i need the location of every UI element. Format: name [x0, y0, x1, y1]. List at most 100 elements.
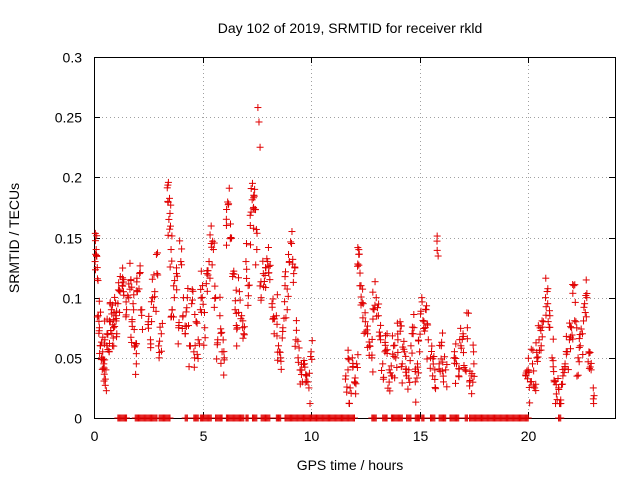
data-point — [402, 365, 410, 373]
data-point — [384, 384, 392, 392]
data-point — [532, 339, 540, 347]
data-point — [220, 348, 228, 356]
data-point — [527, 345, 535, 353]
data-point — [276, 348, 284, 356]
data-point — [562, 332, 570, 340]
data-point — [357, 282, 365, 290]
data-point — [96, 349, 104, 357]
data-point — [164, 231, 172, 239]
data-point — [272, 312, 280, 320]
data-point — [388, 332, 396, 340]
data-point — [412, 398, 420, 406]
data-point — [538, 317, 546, 325]
data-point — [429, 360, 437, 368]
data-point — [452, 379, 460, 387]
data-point — [167, 222, 175, 230]
data-point — [112, 317, 120, 325]
data-point — [273, 291, 281, 299]
data-point — [240, 330, 248, 338]
data-point — [244, 292, 252, 300]
data-point — [410, 324, 418, 332]
data-point — [468, 390, 476, 398]
data-point — [300, 356, 308, 364]
data-point — [589, 384, 597, 392]
data-point — [358, 299, 366, 307]
data-point — [178, 245, 186, 253]
data-point — [237, 315, 245, 323]
data-point — [136, 262, 144, 270]
data-point — [248, 179, 256, 187]
data-point — [233, 342, 241, 350]
data-point — [119, 264, 127, 272]
data-point — [220, 356, 228, 364]
data-point — [302, 371, 310, 379]
data-point — [431, 375, 439, 383]
data-point — [433, 232, 441, 240]
data-point — [166, 225, 174, 233]
data-point — [194, 336, 202, 344]
data-point — [554, 375, 562, 383]
data-point — [206, 274, 214, 282]
data-point — [168, 306, 176, 314]
data-point — [277, 357, 285, 365]
data-point — [438, 338, 446, 346]
data-point — [157, 330, 165, 338]
data-point — [347, 389, 355, 397]
data-point — [120, 278, 128, 286]
data-point — [122, 298, 130, 306]
data-point — [375, 300, 383, 308]
data-point — [165, 215, 173, 223]
data-point — [544, 300, 552, 308]
data-point — [359, 285, 367, 293]
data-point — [182, 308, 190, 316]
data-point — [404, 385, 412, 393]
data-point — [284, 292, 292, 300]
data-point — [281, 298, 289, 306]
data-point — [538, 333, 546, 341]
data-point — [585, 364, 593, 372]
data-point — [288, 228, 296, 236]
data-point — [459, 349, 467, 357]
data-point — [380, 373, 388, 381]
data-point — [443, 361, 451, 369]
data-point — [351, 414, 358, 422]
data-point — [590, 392, 598, 400]
data-point — [261, 271, 269, 279]
data-point — [126, 259, 134, 267]
data-point — [248, 196, 256, 204]
data-point — [263, 255, 271, 263]
data-point — [222, 221, 230, 229]
data-point — [535, 336, 543, 344]
data-point — [132, 370, 140, 378]
data-point — [577, 325, 585, 333]
data-point — [529, 346, 537, 354]
data-point — [277, 365, 285, 373]
data-point — [156, 323, 164, 331]
data-point — [154, 249, 162, 257]
data-point — [422, 305, 430, 313]
data-point — [571, 281, 579, 289]
data-point — [188, 300, 196, 308]
data-point — [285, 258, 293, 266]
data-point — [579, 350, 587, 358]
data-point — [115, 279, 123, 287]
data-point — [375, 332, 383, 340]
data-point — [91, 258, 99, 266]
data-point — [177, 258, 185, 266]
data-point — [214, 339, 222, 347]
data-point — [580, 303, 588, 311]
data-point — [164, 181, 172, 189]
data-point — [266, 261, 274, 269]
data-point — [377, 321, 385, 329]
data-point — [128, 283, 136, 291]
data-point — [92, 246, 100, 254]
data-point — [585, 349, 593, 357]
data-point — [392, 354, 400, 362]
data-point — [545, 323, 553, 331]
data-point — [253, 229, 261, 237]
data-point — [408, 349, 416, 357]
data-point — [275, 342, 283, 350]
data-point — [294, 337, 302, 345]
data-point — [452, 340, 460, 348]
